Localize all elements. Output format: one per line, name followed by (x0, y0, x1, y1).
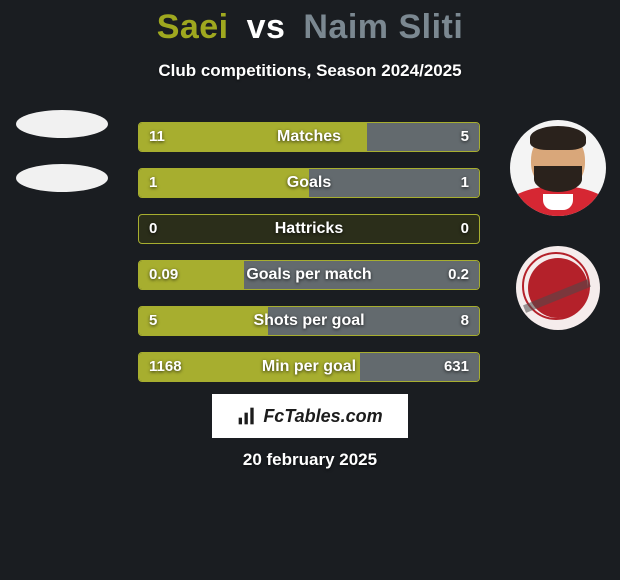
stat-row: 11Matches5 (138, 122, 480, 152)
player1-photo-placeholder (16, 110, 108, 138)
bar-label: Matches (139, 123, 479, 151)
footer-logo-text: FcTables.com (263, 406, 382, 427)
stat-bars: 11Matches5 1Goals1 0Hattricks0 0.09Goals pe… (138, 122, 480, 398)
stat-row: 0Hattricks0 (138, 214, 480, 244)
footer-logo: FcTables.com (212, 394, 408, 438)
right-avatars (508, 120, 608, 330)
player1-club-placeholder (16, 164, 108, 192)
comparison-card: Saei vs Naim Sliti Club competitions, Se… (0, 0, 620, 580)
player2-photo (510, 120, 606, 216)
stat-row: 1Goals1 (138, 168, 480, 198)
title: Saei vs Naim Sliti (0, 0, 620, 47)
bar-value-right: 0 (461, 215, 469, 243)
bar-value-right: 1 (461, 169, 469, 197)
left-avatars (12, 110, 112, 218)
title-player2: Naim Sliti (303, 8, 463, 46)
stat-row: 1168Min per goal631 (138, 352, 480, 382)
bar-label: Goals per match (139, 261, 479, 289)
bar-label: Hattricks (139, 215, 479, 243)
player2-club-badge (516, 246, 600, 330)
stat-row: 5Shots per goal8 (138, 306, 480, 336)
bar-label: Shots per goal (139, 307, 479, 335)
footer-date: 20 february 2025 (0, 450, 620, 470)
title-player1: Saei (157, 8, 229, 46)
title-vs: vs (247, 8, 286, 46)
bar-value-right: 8 (461, 307, 469, 335)
bar-value-right: 631 (444, 353, 469, 381)
stat-row: 0.09Goals per match0.2 (138, 260, 480, 290)
bar-value-right: 0.2 (448, 261, 469, 289)
fctables-icon (237, 406, 257, 426)
bar-value-right: 5 (461, 123, 469, 151)
bar-label: Min per goal (139, 353, 479, 381)
subtitle: Club competitions, Season 2024/2025 (0, 61, 620, 81)
bar-label: Goals (139, 169, 479, 197)
